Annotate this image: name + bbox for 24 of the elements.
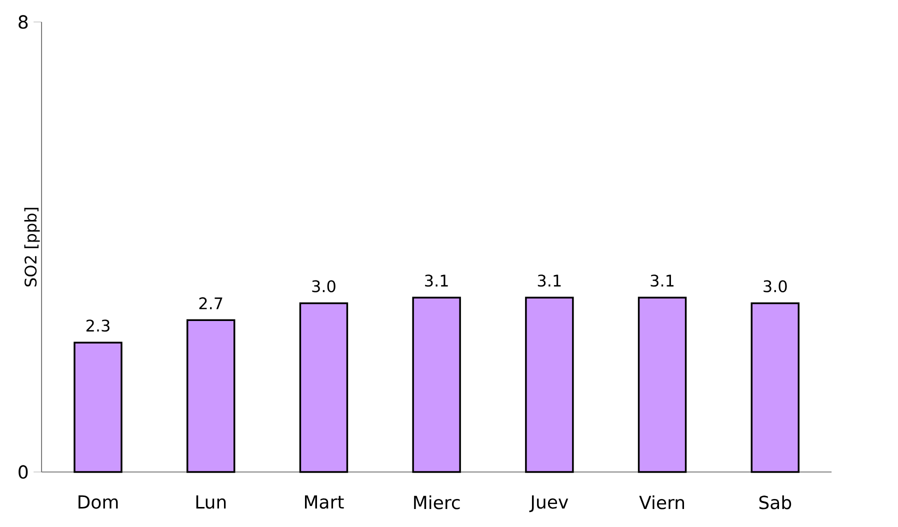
bar: [412, 296, 461, 473]
bar: [750, 302, 800, 473]
y-axis-title: SO2 [ppb]: [24, 208, 40, 286]
data-label: 3.1: [425, 274, 448, 287]
x-tick-label: Viern: [639, 495, 684, 510]
data-label: 2.3: [86, 320, 110, 332]
data-label: 3.0: [764, 280, 787, 292]
bar: [525, 296, 574, 473]
bar: [74, 342, 122, 473]
data-label: 3.1: [538, 274, 561, 287]
bar: [186, 319, 236, 473]
data-label: 3.1: [650, 274, 674, 287]
bar: [299, 302, 348, 473]
x-tick-label: Juev: [529, 495, 568, 512]
x-tick-label: Lun: [196, 495, 226, 509]
y-tick-label: 0: [18, 465, 28, 479]
data-label: 3.0: [312, 280, 336, 292]
data-label: 2.7: [199, 297, 222, 310]
x-tick-label: Mart: [304, 495, 344, 509]
x-tick-label: Sab: [759, 495, 792, 510]
x-tick-label: Dom: [78, 495, 118, 509]
bar: [638, 296, 687, 473]
x-tick-label: Mierc: [414, 495, 460, 510]
y-tick-label: 8: [18, 15, 28, 29]
